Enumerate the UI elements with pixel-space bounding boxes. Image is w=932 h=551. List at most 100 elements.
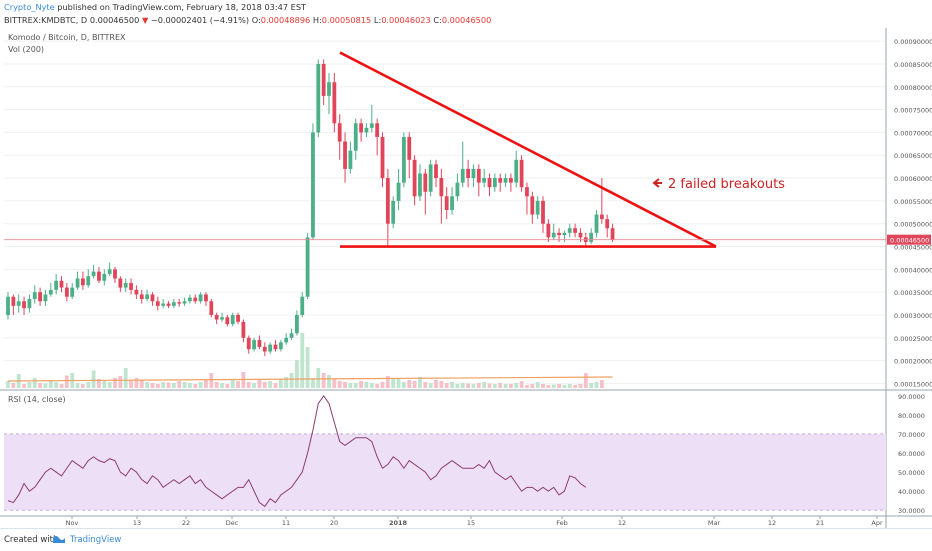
change-value: −0.00002401 (−4.91%) — [150, 15, 250, 25]
candle — [236, 312, 240, 325]
tradingview-link[interactable]: TradingView — [70, 535, 122, 545]
candle — [348, 141, 353, 174]
candle — [541, 196, 545, 233]
candle — [252, 337, 256, 352]
candle — [54, 273, 59, 295]
candle — [503, 173, 508, 188]
volume-bar — [466, 383, 470, 388]
time-tick-label: 13 — [133, 519, 141, 527]
volume-bar — [321, 373, 326, 388]
volume-bars — [6, 333, 613, 388]
candle — [525, 182, 529, 215]
volume-bar — [27, 382, 32, 388]
volume-bar — [589, 383, 594, 388]
candle — [139, 289, 144, 304]
candle — [407, 132, 412, 179]
time-tick-label: Nov — [66, 519, 79, 527]
volume-bar — [134, 378, 139, 388]
time-tick-label: 15 — [467, 519, 475, 527]
candle — [91, 264, 96, 279]
chart-canvas[interactable]: 0.00090000 0.00085000 0.00080000 0.00075000… — [0, 28, 932, 528]
volume-bar — [182, 382, 187, 388]
candle — [81, 271, 85, 290]
price-tick-label: 0.00080000 — [894, 84, 932, 92]
price-tick-label: 0.00055000 — [894, 198, 932, 206]
volume-bar — [268, 381, 273, 388]
time-tick-label: Apr — [871, 519, 883, 527]
volume-bar — [161, 382, 166, 388]
volume-bar — [498, 383, 503, 388]
author-link[interactable]: Crypto_Nyte — [4, 2, 55, 12]
volume-bar — [583, 373, 588, 388]
time-tick-label: Feb — [556, 519, 568, 527]
volume-bar — [129, 380, 133, 388]
price-tick-label: 0.00090000 — [894, 38, 932, 46]
volume-bar — [113, 378, 117, 388]
volume-bar — [525, 385, 529, 388]
price-tick-label: 0.00030000 — [894, 312, 932, 320]
candle — [327, 73, 331, 115]
volume-bar — [166, 382, 171, 388]
time-tick-label: 12 — [768, 519, 776, 527]
open-value: 0.00048896 — [260, 15, 311, 25]
volume-bar — [311, 378, 315, 388]
low-value: 0.00046023 — [381, 15, 431, 25]
volume-bar — [471, 384, 476, 388]
rsi-tick-label: 70.0000 — [898, 431, 925, 439]
candle — [364, 123, 369, 137]
candle — [22, 296, 26, 315]
volume-bar — [546, 385, 551, 388]
candle — [375, 118, 380, 156]
volume-bar — [300, 333, 305, 388]
price-tick-label: 0.00035000 — [894, 289, 932, 297]
volume-bar — [48, 380, 53, 388]
candle — [343, 132, 347, 183]
candle — [428, 159, 433, 197]
volume-bar — [460, 383, 465, 388]
volume-bar — [230, 379, 235, 388]
volume-label: Vol (200) — [8, 45, 44, 54]
volume-bar — [118, 376, 123, 388]
volume-bar — [369, 383, 374, 388]
candle — [43, 289, 48, 306]
time-tick-label: 22 — [182, 519, 190, 527]
volume-bar — [594, 382, 599, 388]
volume-bar — [236, 381, 240, 388]
volume-bar — [519, 381, 524, 388]
candle — [198, 292, 203, 304]
volume-bar — [257, 380, 262, 388]
volume-bar — [375, 384, 380, 388]
volume-bar — [380, 382, 385, 388]
candle — [460, 141, 465, 188]
candle — [262, 342, 267, 357]
candle — [369, 105, 374, 133]
candle — [268, 342, 273, 354]
candle — [492, 173, 497, 192]
volume-bar — [188, 383, 192, 388]
price-tag-label: 0.00046500 — [890, 237, 929, 245]
volume-bar — [273, 383, 278, 388]
volume-bar — [487, 383, 492, 388]
volume-bar — [225, 384, 230, 388]
volume-bar — [139, 380, 144, 388]
volume-bar — [385, 376, 390, 388]
candle — [64, 283, 69, 302]
volume-bar — [177, 381, 182, 388]
volume-bar — [551, 384, 556, 388]
volume-bar — [97, 379, 101, 388]
volume-bar — [145, 382, 149, 388]
candle — [594, 210, 599, 238]
candle — [567, 223, 572, 238]
candle — [321, 59, 326, 106]
volume-bar — [220, 383, 224, 388]
open-label: O: — [251, 15, 261, 25]
candle — [70, 283, 75, 299]
candle — [359, 118, 363, 142]
candle — [498, 173, 503, 192]
rsi-tick-label: 50.0000 — [898, 469, 925, 477]
volume-bar — [305, 347, 310, 388]
candle — [230, 312, 235, 327]
trendline[interactable] — [339, 51, 717, 248]
candle — [300, 292, 305, 318]
price-tick-label: 0.00020000 — [894, 358, 932, 366]
